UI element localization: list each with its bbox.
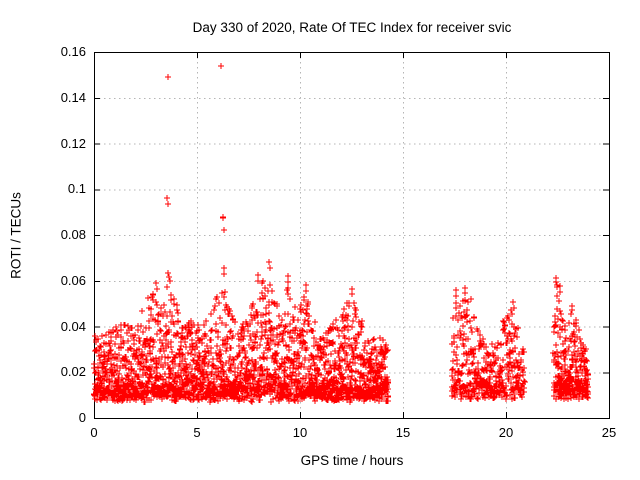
y-tick-label: 0.16 [60,44,86,59]
y-tick-label: 0.02 [60,364,86,380]
x-tick-label: 20 [498,425,514,440]
chart-title: Day 330 of 2020, Rate Of TEC Index for r… [192,20,512,35]
data-points [90,62,592,406]
x-tick-label: 15 [395,425,411,440]
x-axis-label: GPS time / hours [300,453,404,468]
x-tick-label: 0 [90,425,98,440]
y-tick-label: 0.08 [60,227,86,242]
y-tick-label: 0.1 [67,181,86,197]
x-tick-label: 5 [193,425,201,440]
x-tick-label: 25 [601,425,617,440]
y-tick-label: 0.06 [60,272,86,288]
y-tick-label: 0.04 [60,318,86,334]
y-tick-label: 0 [78,410,86,425]
x-tick-label: 10 [292,425,308,440]
y-tick-label: 0.12 [60,135,86,151]
y-tick-label: 0.14 [60,89,86,105]
